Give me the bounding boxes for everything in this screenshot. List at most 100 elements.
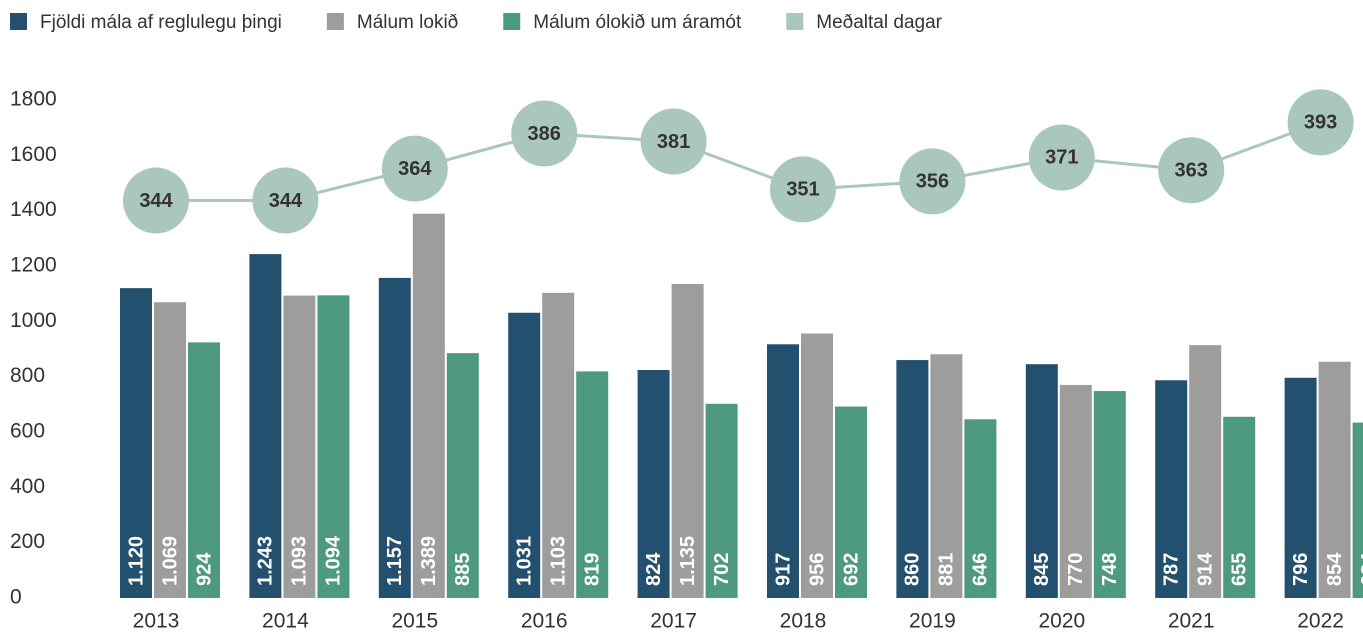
marker-label: 393 (1304, 112, 1337, 134)
x-tick-label: 2018 (780, 610, 827, 633)
legend-label: Málum ólokið um áramót (533, 12, 742, 33)
bar (1093, 391, 1126, 598)
bar (896, 360, 929, 598)
bar-value-label: 796 (1290, 553, 1312, 586)
bar (1223, 416, 1256, 598)
bar-value-label: 787 (1160, 553, 1182, 586)
line-marker (899, 148, 966, 215)
x-tick-label: 2013 (133, 610, 180, 633)
bar-value-label: 819 (581, 553, 603, 586)
bar (801, 333, 833, 598)
bar-value-label: 1.120 (125, 536, 147, 586)
bar-value-label: 917 (772, 553, 794, 586)
bar (120, 288, 152, 598)
bar (1059, 384, 1092, 598)
line-marker (511, 100, 578, 167)
bar (1318, 361, 1351, 598)
bar (154, 302, 186, 598)
bar (705, 403, 738, 598)
y-tick-label: 200 (10, 530, 45, 553)
bar-value-label: 1.031 (513, 536, 535, 586)
line-marker (770, 156, 836, 223)
y-tick-label: 1800 (10, 88, 57, 111)
bar (1025, 364, 1058, 598)
legend-label: Fjöldi mála af reglulegu þingi (40, 12, 282, 33)
bar-value-label: 1.093 (289, 536, 311, 586)
bar-value-label: 1.389 (418, 536, 440, 586)
line-marker (1158, 137, 1225, 204)
y-tick-label: 400 (10, 475, 45, 498)
x-tick-label: 2022 (1297, 610, 1344, 633)
bar-value-label: 634 (1358, 552, 1363, 586)
y-tick-label: 1200 (10, 254, 57, 277)
bar (542, 292, 575, 598)
bar-value-label: 1.094 (323, 535, 345, 586)
bar (930, 354, 963, 598)
x-tick-label: 2020 (1038, 610, 1085, 633)
bar (964, 419, 997, 598)
bar (317, 295, 350, 598)
x-tick-label: 2017 (650, 610, 697, 633)
line-marker (640, 108, 707, 175)
legend-swatch (503, 13, 521, 30)
line-marker (123, 167, 189, 234)
bar (637, 370, 670, 598)
bar (1284, 377, 1317, 598)
marker-label: 371 (1045, 147, 1078, 169)
x-tick-label: 2021 (1168, 610, 1215, 633)
y-tick-label: 800 (10, 364, 45, 387)
marker-label: 356 (916, 171, 949, 193)
bar-value-label: 646 (970, 553, 992, 586)
bar-value-label: 1.157 (384, 536, 406, 586)
y-tick-label: 1600 (10, 143, 57, 166)
marker-label: 344 (139, 190, 173, 212)
bar (1352, 422, 1363, 598)
line-marker (1287, 89, 1354, 156)
bar-value-label: 854 (1324, 552, 1346, 586)
bar-value-label: 692 (840, 553, 862, 586)
marker-label: 344 (269, 190, 303, 212)
bar (412, 213, 445, 598)
bar-value-label: 824 (643, 552, 665, 586)
bar-value-label: 860 (902, 553, 924, 586)
y-tick-label: 0 (10, 586, 22, 609)
bar (378, 277, 411, 598)
bar (767, 344, 799, 598)
line-marker (381, 135, 448, 202)
y-tick-label: 600 (10, 420, 45, 443)
bar-value-label: 924 (193, 552, 215, 586)
y-tick-label: 1400 (10, 198, 57, 221)
line (156, 120, 1322, 203)
marker-label: 351 (786, 179, 819, 201)
bar-value-label: 1.135 (677, 536, 699, 586)
x-tick-label: 2014 (262, 610, 309, 633)
bar (671, 283, 704, 598)
bar-value-label: 702 (711, 553, 733, 586)
legend-swatch (326, 13, 344, 30)
x-tick-label: 2019 (909, 610, 956, 633)
marker-label: 386 (528, 123, 561, 145)
bar-value-label: 885 (452, 553, 474, 586)
line-marker (252, 167, 319, 234)
bar-value-label: 770 (1065, 553, 1087, 586)
bar-value-label: 1.069 (159, 536, 181, 586)
bar-value-label: 956 (806, 553, 828, 586)
bar (446, 353, 479, 598)
bar (835, 406, 867, 598)
legend-label: Málum lokið (357, 12, 458, 33)
line-marker (1028, 124, 1095, 191)
bar (576, 371, 609, 598)
bar (188, 342, 220, 598)
x-tick-label: 2016 (521, 610, 568, 633)
legend-swatch (786, 13, 804, 30)
bar-value-label: 748 (1099, 553, 1121, 586)
marker-label: 381 (657, 131, 690, 153)
marker-label: 363 (1175, 160, 1208, 182)
bar (1155, 380, 1188, 598)
bar-value-label: 655 (1228, 553, 1250, 586)
bar-value-label: 845 (1031, 553, 1053, 586)
bar (249, 254, 282, 598)
x-tick-label: 2015 (391, 610, 438, 633)
legend-label: Meðaltal dagar (816, 12, 942, 33)
